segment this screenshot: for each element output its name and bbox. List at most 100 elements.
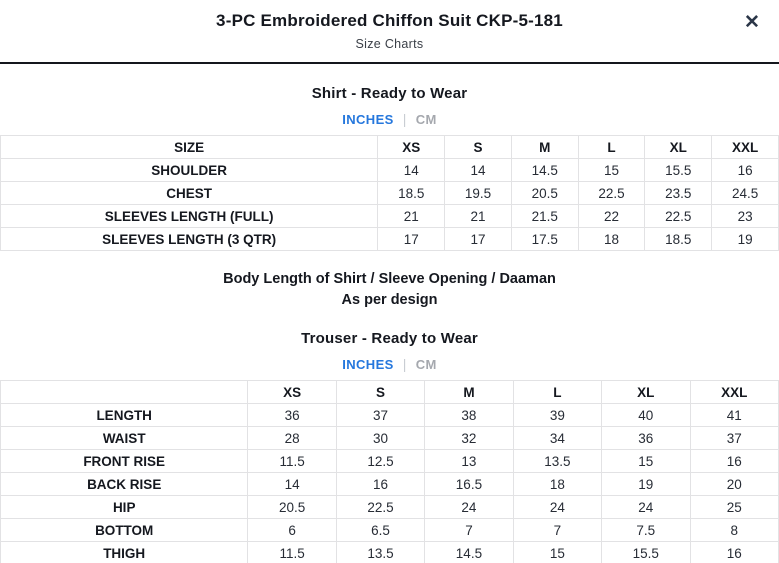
size-value-cell: 23: [711, 204, 779, 228]
size-value-cell: 19.5: [444, 181, 512, 205]
size-value-cell: 22.5: [644, 204, 713, 228]
table-row: THIGH 11.5 13.5 14.5 15 15.5 16: [0, 541, 779, 563]
table-row: FRONT RISE 11.5 12.5 13 13.5 15 16: [0, 449, 779, 473]
row-label: FRONT RISE: [0, 449, 249, 473]
shirt-note-line1: Body Length of Shirt / Sleeve Opening / …: [223, 271, 556, 287]
size-value-cell: 19: [601, 472, 691, 496]
size-value-cell: 37: [689, 426, 779, 450]
size-value-cell: 15.5: [644, 158, 713, 182]
column-header: XL: [644, 135, 713, 159]
shirt-unit-inches-tab[interactable]: INCHES: [342, 111, 394, 127]
unit-divider: |: [402, 356, 407, 372]
column-header: S: [444, 135, 512, 159]
row-label: LENGTH: [0, 403, 249, 427]
size-value-cell: 7: [512, 518, 603, 542]
row-label: WAIST: [0, 426, 249, 450]
trouser-unit-toggle: INCHES | CM: [0, 356, 779, 372]
row-label: CHEST: [0, 181, 379, 205]
shirt-unit-toggle: INCHES | CM: [0, 111, 779, 127]
size-value-cell: 20.5: [510, 181, 579, 205]
size-value-cell: 11.5: [247, 541, 337, 563]
size-value-cell: 21: [377, 204, 446, 228]
size-value-cell: 28: [247, 426, 337, 450]
size-value-cell: 16.5: [424, 472, 514, 496]
table-row: WAIST 28 30 32 34 36 37: [0, 426, 779, 450]
size-value-cell: 24.5: [711, 181, 779, 205]
trouser-unit-inches-tab[interactable]: INCHES: [342, 356, 394, 372]
shirt-section-heading: Shirt - Ready to Wear: [311, 85, 468, 102]
shirt-unit-cm-tab[interactable]: CM: [415, 111, 437, 127]
column-header: XXL: [711, 135, 779, 159]
size-value-cell: 17: [377, 227, 446, 251]
table-row: CHEST 18.5 19.5 20.5 22.5 23.5 24.5: [0, 181, 779, 205]
column-header: M: [510, 135, 579, 159]
size-value-cell: 24: [601, 495, 691, 519]
close-button[interactable]: ✕: [739, 10, 765, 36]
size-value-cell: 25: [689, 495, 779, 519]
size-value-cell: 13.5: [512, 449, 603, 473]
column-header: XS: [247, 380, 337, 404]
size-value-cell: 11.5: [247, 449, 337, 473]
size-value-cell: 34: [512, 426, 603, 450]
size-value-cell: 14.5: [424, 541, 514, 563]
column-header: XL: [601, 380, 691, 404]
size-value-cell: 22: [577, 204, 646, 228]
size-value-cell: 21: [444, 204, 512, 228]
size-value-cell: 18: [512, 472, 603, 496]
size-value-cell: 16: [335, 472, 426, 496]
size-value-cell: 15: [577, 158, 646, 182]
size-value-cell: 23.5: [644, 181, 713, 205]
size-value-cell: 6.5: [335, 518, 426, 542]
table-row: SHOULDER 14 14 14.5 15 15.5 16: [0, 158, 779, 182]
size-value-cell: 16: [689, 541, 779, 563]
row-label: THIGH: [0, 541, 249, 563]
size-value-cell: 14: [247, 472, 337, 496]
row-label: BOTTOM: [0, 518, 249, 542]
unit-divider: |: [402, 111, 407, 127]
size-value-cell: 18: [577, 227, 646, 251]
row-label: BACK RISE: [0, 472, 249, 496]
size-value-cell: 24: [424, 495, 514, 519]
column-header: XXL: [689, 380, 779, 404]
column-header: SIZE: [0, 135, 379, 159]
size-value-cell: 13.5: [335, 541, 426, 563]
size-value-cell: 14.5: [510, 158, 579, 182]
size-value-cell: 30: [335, 426, 426, 450]
trouser-unit-cm-tab[interactable]: CM: [415, 356, 437, 372]
table-row: BACK RISE 14 16 16.5 18 19 20: [0, 472, 779, 496]
trouser-size-table: XS S M L XL XXL LENGTH 36 37 38 39 40 41 WAIST 28 30 32 3…: [0, 380, 779, 563]
size-value-cell: 37: [335, 403, 426, 427]
row-label: SLEEVES LENGTH (3 QTR): [0, 227, 379, 251]
size-value-cell: 22.5: [335, 495, 426, 519]
column-header: XS: [377, 135, 446, 159]
size-value-cell: 36: [247, 403, 337, 427]
size-value-cell: 17: [444, 227, 512, 251]
size-value-cell: 14: [377, 158, 446, 182]
page-subtitle: Size Charts: [355, 37, 424, 51]
table-header-row: XS S M L XL XXL: [0, 380, 779, 404]
size-value-cell: 36: [601, 426, 691, 450]
row-label: HIP: [0, 495, 249, 519]
row-label: SLEEVES LENGTH (FULL): [0, 204, 379, 228]
column-header: [0, 380, 249, 404]
column-header: M: [424, 380, 514, 404]
size-value-cell: 21.5: [510, 204, 579, 228]
size-value-cell: 12.5: [335, 449, 426, 473]
size-value-cell: 17.5: [510, 227, 579, 251]
trouser-section-heading: Trouser - Ready to Wear: [301, 330, 478, 347]
modal-header: 3-PC Embroidered Chiffon Suit CKP-5-181 …: [0, 0, 779, 64]
size-value-cell: 20.5: [247, 495, 337, 519]
shirt-note: Body Length of Shirt / Sleeve Opening / …: [0, 269, 779, 311]
shirt-note-line2: As per design: [341, 292, 438, 308]
size-value-cell: 8: [689, 518, 779, 542]
table-row: HIP 20.5 22.5 24 24 24 25: [0, 495, 779, 519]
column-header: L: [512, 380, 603, 404]
size-value-cell: 15: [512, 541, 603, 563]
size-value-cell: 40: [601, 403, 691, 427]
close-icon: ✕: [744, 12, 760, 33]
size-value-cell: 16: [711, 158, 779, 182]
size-value-cell: 18.5: [644, 227, 713, 251]
size-value-cell: 6: [247, 518, 337, 542]
size-value-cell: 7.5: [601, 518, 691, 542]
